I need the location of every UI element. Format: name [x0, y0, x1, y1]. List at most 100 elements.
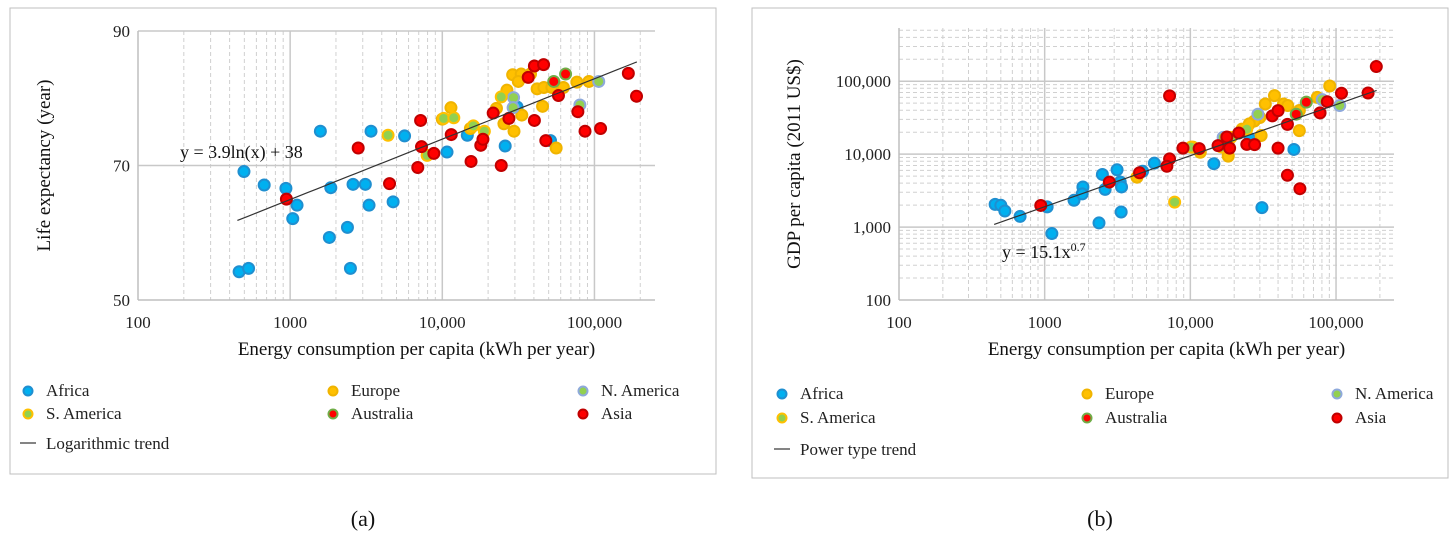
data-point-asia: [1280, 117, 1294, 131]
y-tick-label: 1,000: [853, 218, 891, 237]
data-point-asia: [630, 89, 644, 103]
trend-line: [237, 61, 638, 222]
x-tick-label: 100: [125, 313, 151, 332]
data-point-asia: [1271, 104, 1285, 118]
data-point-s-america: [447, 111, 461, 125]
panel-a-caption: (a): [351, 506, 375, 531]
legend-label: Australia: [1105, 408, 1168, 427]
data-point-africa: [313, 124, 327, 138]
data-point-asia: [1220, 130, 1234, 144]
legend-marker: [22, 385, 34, 397]
data-point-asia: [351, 141, 365, 155]
data-point-europe: [549, 141, 563, 155]
legend-label: N. America: [1355, 384, 1434, 403]
data-point-asia: [494, 159, 508, 172]
trend-equation-base: y = 15.1x: [1002, 242, 1071, 262]
data-point-africa: [1115, 180, 1129, 194]
y-tick-label: 70: [113, 157, 130, 176]
data-point-asia: [537, 58, 551, 72]
legend-label: S. America: [800, 408, 876, 427]
legend-marker: [776, 388, 788, 400]
legend-label: Europe: [351, 381, 400, 400]
legend-trend-label: Power type trend: [800, 440, 917, 459]
data-point-europe: [536, 99, 550, 113]
trend-equation: y = 3.9ln(x) + 38: [180, 142, 303, 163]
x-tick-label: 100: [886, 313, 912, 332]
y-tick-label: 50: [113, 291, 130, 310]
legend-marker: [1331, 388, 1343, 400]
x-tick-label: 10,000: [1167, 313, 1214, 332]
legend-marker: [327, 408, 339, 420]
legend-marker: [577, 408, 589, 420]
trend-equation: y = 15.1x0.7: [1002, 240, 1086, 262]
y-tick-label: 100,000: [836, 72, 891, 91]
data-point-asia: [1223, 141, 1237, 155]
legend-marker: [327, 385, 339, 397]
data-point-asia: [1293, 182, 1307, 196]
legend-marker: [577, 385, 589, 397]
legend-marker: [22, 408, 34, 420]
data-point-asia: [411, 161, 425, 175]
data-point-africa: [237, 165, 251, 179]
data-point-africa: [1255, 201, 1269, 215]
data-point-asia: [1280, 168, 1294, 182]
data-point-asia: [1313, 106, 1327, 120]
legend-marker: [1081, 412, 1093, 424]
data-point-asia: [414, 113, 428, 127]
data-point-asia: [427, 146, 441, 160]
data-point-asia: [539, 134, 553, 148]
legend-label: Africa: [46, 381, 90, 400]
legend-label: Africa: [800, 384, 844, 403]
panel-a: 100 1000 10,000 100,000 50 70 90 Energy consump…: [20, 22, 680, 453]
y-axis-title: GDP per capita (2011 US$): [784, 59, 805, 269]
data-point-asia: [527, 113, 541, 127]
trend-equation-exponent: 0.7: [1071, 240, 1086, 254]
data-point-asia: [621, 66, 635, 80]
x-tick-label: 100,000: [567, 313, 622, 332]
legend-label: Europe: [1105, 384, 1154, 403]
data-point-africa: [343, 261, 357, 275]
data-point-australia: [1289, 107, 1303, 121]
legend-marker: [1081, 388, 1093, 400]
data-point-n-america: [1251, 107, 1265, 121]
x-tick-label: 10,000: [419, 313, 466, 332]
panel-b-caption: (b): [1087, 506, 1113, 531]
data-point-asia: [1176, 141, 1190, 155]
data-point-s-america: [1168, 195, 1182, 209]
data-point-europe: [1254, 129, 1268, 143]
data-point-asia: [571, 105, 585, 119]
data-point-africa: [1013, 209, 1027, 223]
data-point-asia: [1271, 141, 1285, 155]
data-point-s-america: [466, 119, 480, 133]
legend-trend-label: Logarithmic trend: [46, 434, 170, 453]
legend-marker: [776, 412, 788, 424]
data-point-australia: [547, 74, 561, 88]
data-point-europe: [1267, 89, 1281, 103]
legend-label: Asia: [601, 404, 633, 423]
trend-line: [993, 89, 1377, 226]
data-point-asia: [1133, 166, 1147, 180]
panel-b: 100 1000 10,000 100,000 100 1,000 10,000 100,00…: [774, 28, 1434, 459]
data-point-asia: [578, 124, 592, 138]
data-point-africa: [286, 212, 300, 226]
data-point-asia: [1034, 198, 1048, 212]
x-tick-label: 100,000: [1308, 313, 1363, 332]
x-axis-title: Energy consumption per capita (kWh per y…: [988, 339, 1345, 360]
data-point-africa: [998, 204, 1012, 218]
data-point-europe: [1323, 79, 1337, 93]
legend-marker: [1331, 412, 1343, 424]
y-axis-title: Life expectancy (year): [34, 80, 55, 252]
data-point-africa: [340, 220, 354, 234]
data-point-asia: [476, 132, 490, 146]
data-point-africa: [364, 124, 378, 138]
data-point-africa: [257, 178, 271, 192]
data-point-africa: [1092, 216, 1106, 230]
data-point-australia: [559, 67, 573, 81]
legend-label: S. America: [46, 404, 122, 423]
data-point-asia: [1163, 89, 1177, 103]
data-point-africa: [1110, 163, 1124, 177]
data-point-africa: [346, 177, 360, 191]
data-point-africa: [242, 261, 256, 275]
y-tick-label: 90: [113, 22, 130, 41]
